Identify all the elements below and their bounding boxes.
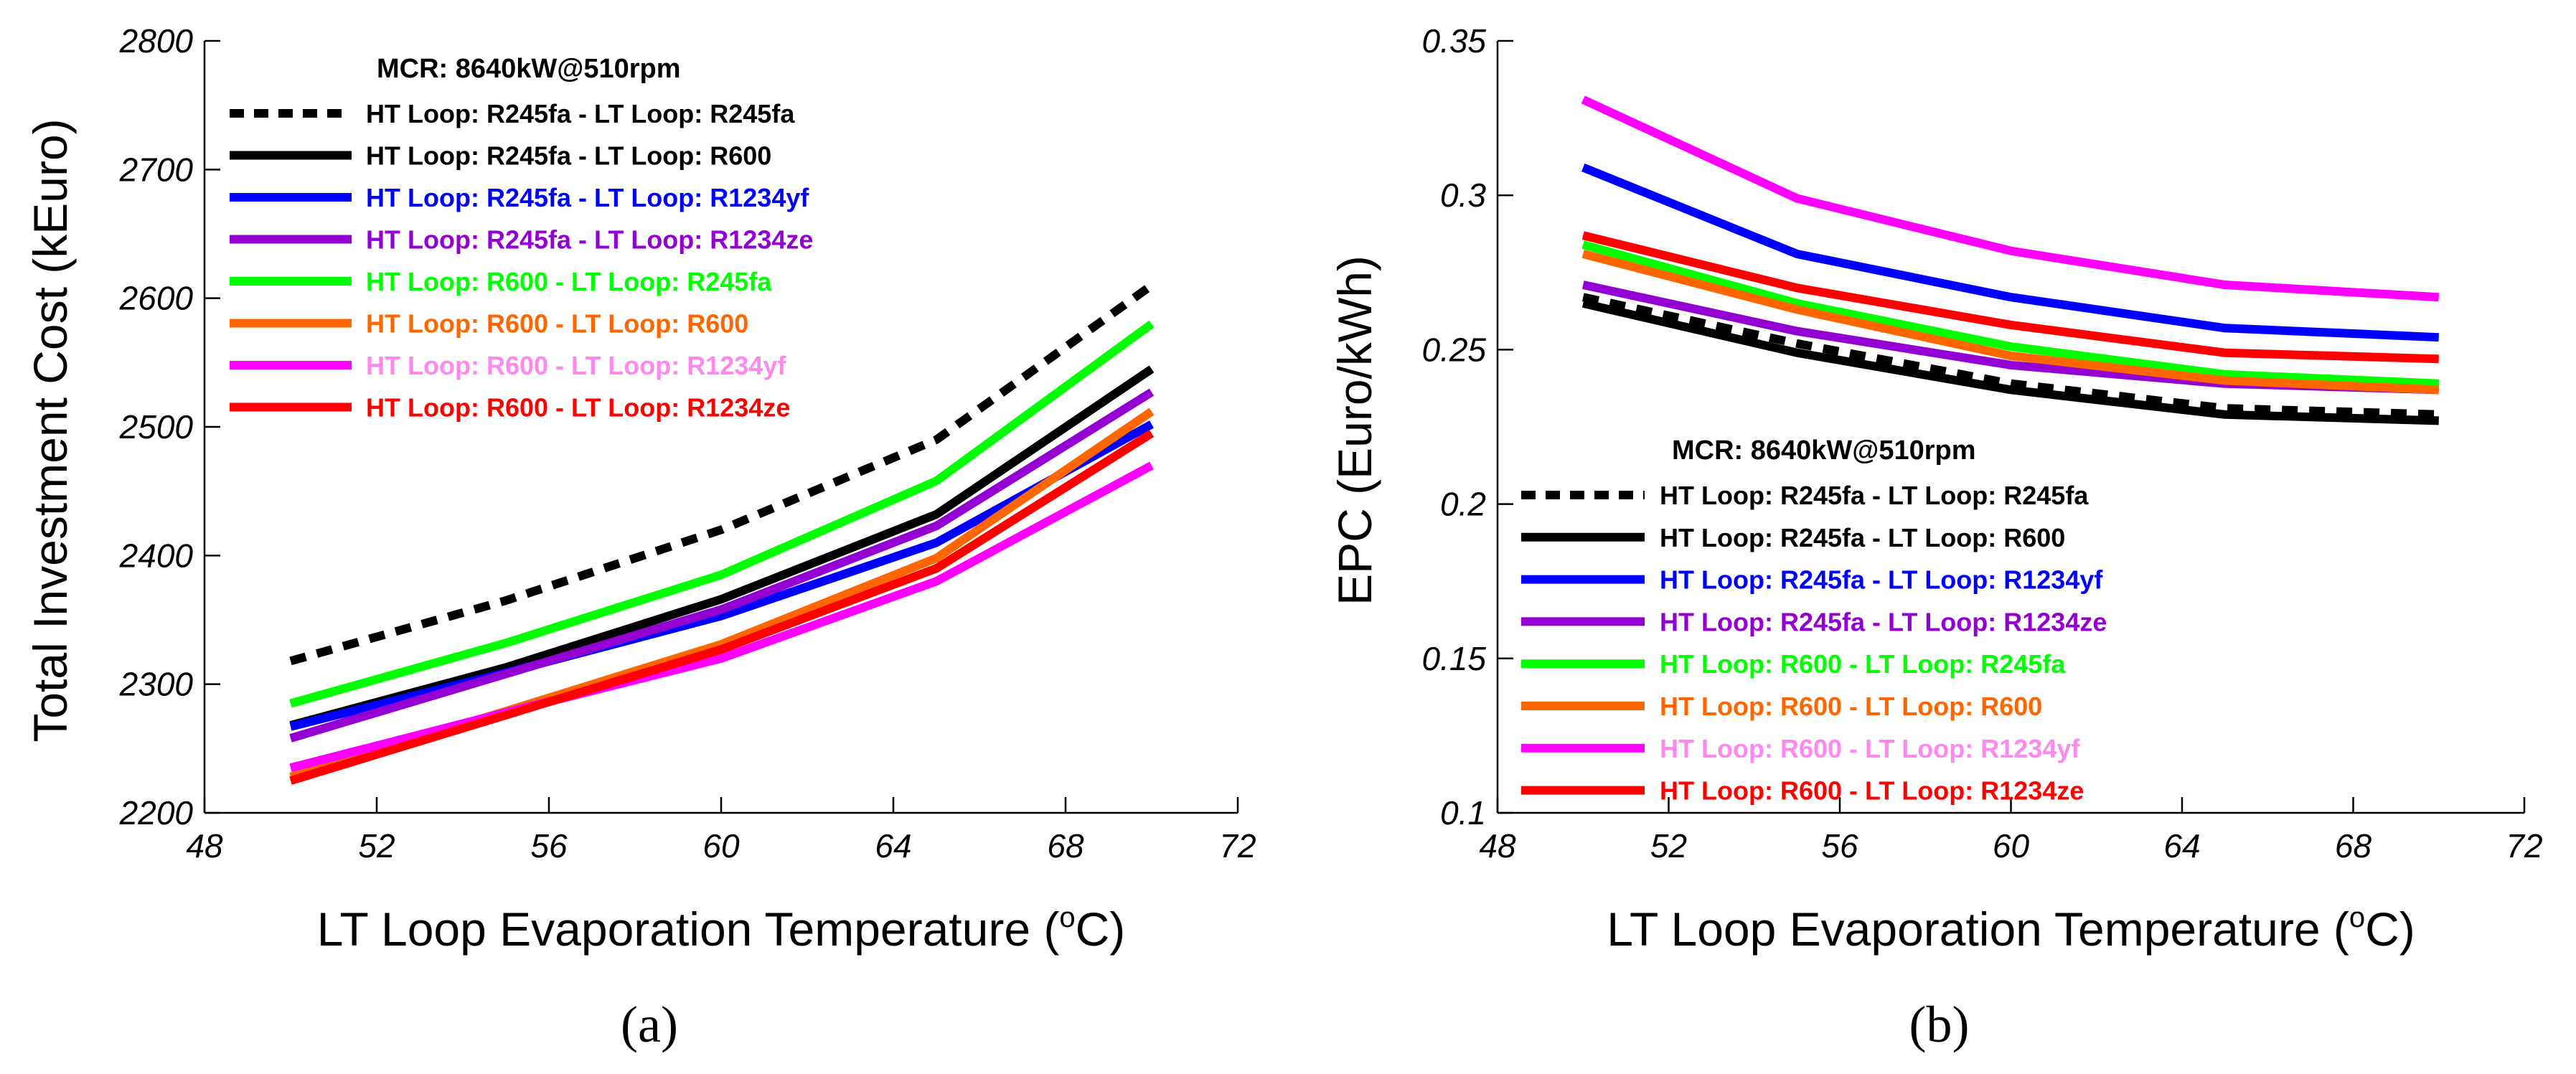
series-line-6 [289, 408, 1155, 781]
legend-label-8: HT Loop: R600 - LT Loop: R1234ze [1660, 776, 2084, 806]
chart-panel-b: 48 52 56 60 64 68 72 0.1 0.15 0.2 0.25 0.3 0.35 EPC (… [1328, 22, 2542, 1053]
legend-label-7: HT Loop: R600 - LT Loop: R1234yf [366, 351, 786, 380]
x-tick-label: 64 [875, 827, 911, 865]
x-axis-title-unit: C) [1076, 903, 1126, 956]
y-tick-label: 0.15 [1421, 640, 1486, 677]
legend-label-5: HT Loop: R600 - LT Loop: R245fa [366, 267, 772, 296]
y-tick-label: 2800 [119, 22, 194, 60]
legend-label-1: HT Loop: R245fa - LT Loop: R245fa [1660, 481, 2089, 510]
legend-label-2: HT Loop: R245fa - LT Loop: R600 [1660, 523, 2065, 552]
series-line-7 [289, 461, 1154, 773]
x-axis-title-main: LT Loop Evaporation Temperature ( [317, 903, 1060, 956]
legend-label-8: HT Loop: R600 - LT Loop: R1234ze [366, 393, 790, 423]
x-axis-title-unit: C) [2365, 903, 2415, 956]
y-tick-label: 2300 [119, 666, 194, 703]
x-tick-label: 60 [702, 827, 740, 865]
series-line-6 [1581, 250, 2440, 395]
series-line-3 [1581, 163, 2440, 342]
x-tick-label: 72 [1219, 827, 1256, 865]
y-axis-title: Total Investment Cost (kEuro) [24, 118, 77, 742]
y-axis-title: EPC (Euro/kWh) [1328, 255, 1381, 606]
series-line-8 [289, 429, 1155, 785]
series-line-8 [1581, 231, 2439, 364]
legend-label-2: HT Loop: R245fa - LT Loop: R600 [366, 141, 771, 171]
x-tick-label: 56 [1821, 827, 1858, 865]
legend-label-5: HT Loop: R600 - LT Loop: R245fa [1660, 649, 2066, 679]
series-line-1 [1581, 293, 2439, 419]
y-tick-label: 0.3 [1440, 176, 1486, 214]
x-axis-title-degree: o [2349, 902, 2365, 933]
y-tick-label: 2200 [119, 794, 194, 832]
x-tick-label: 68 [1047, 827, 1084, 865]
legend-label-4: HT Loop: R245fa - LT Loop: R1234ze [366, 225, 813, 255]
legend-label-3: HT Loop: R245fa - LT Loop: R1234yf [1660, 565, 2103, 595]
x-tick-label: 68 [2335, 827, 2372, 865]
y-tick-label: 2700 [119, 151, 194, 188]
x-tick-label: 72 [2506, 827, 2542, 865]
legend-label-6: HT Loop: R600 - LT Loop: R600 [366, 309, 748, 339]
x-axis-title-degree: o [1059, 902, 1075, 933]
y-tick-label: 2600 [119, 280, 194, 317]
legend-label-6: HT Loop: R600 - LT Loop: R600 [1660, 692, 2042, 721]
x-tick-label: 52 [1650, 827, 1687, 865]
legend-title: MCR: 8640kW@510rpm [377, 54, 681, 84]
y-tick-label: 0.2 [1440, 486, 1486, 523]
series-line-7 [1581, 95, 2440, 302]
x-tick-label: 48 [1479, 827, 1516, 865]
legend-label-4: HT Loop: R245fa - LT Loop: R1234ze [1660, 607, 2107, 636]
series-line-5 [1581, 240, 2440, 388]
x-tick-label: 56 [530, 827, 568, 865]
y-tick-label: 2500 [119, 408, 194, 446]
y-tick-label: 2400 [119, 537, 194, 574]
panel-label: (a) [621, 996, 678, 1053]
x-axis-title: LT Loop Evaporation Temperature (oC) [1607, 902, 2415, 956]
legend-title: MCR: 8640kW@510rpm [1672, 435, 1976, 466]
chart-panel-a: 48 52 56 60 64 68 72 2200 2300 2400 2500 2600 2700 28… [24, 22, 1256, 1053]
x-axis-title: LT Loop Evaporation Temperature (oC) [317, 902, 1126, 956]
series-line-1 [289, 281, 1155, 666]
x-tick-label: 64 [2163, 827, 2200, 865]
x-tick-label: 60 [1993, 827, 2030, 865]
legend-label-3: HT Loop: R245fa - LT Loop: R1234yf [366, 183, 809, 212]
legend-label-1: HT Loop: R245fa - LT Loop: R245fa [366, 99, 795, 128]
x-tick-label: 52 [358, 827, 395, 865]
y-tick-label: 0.25 [1421, 331, 1486, 368]
series-line-2 [1581, 298, 2439, 425]
y-tick-label: 0.35 [1421, 22, 1486, 60]
series-line-4 [289, 388, 1155, 743]
x-axis-title-main: LT Loop Evaporation Temperature ( [1607, 903, 2349, 956]
series-line-5 [289, 320, 1155, 708]
panel-label: (b) [1909, 996, 1970, 1053]
series-line-3 [289, 420, 1154, 731]
y-tick-label: 0.1 [1440, 794, 1486, 832]
x-tick-label: 48 [186, 827, 223, 865]
legend-label-7: HT Loop: R600 - LT Loop: R1234yf [1660, 734, 2080, 763]
